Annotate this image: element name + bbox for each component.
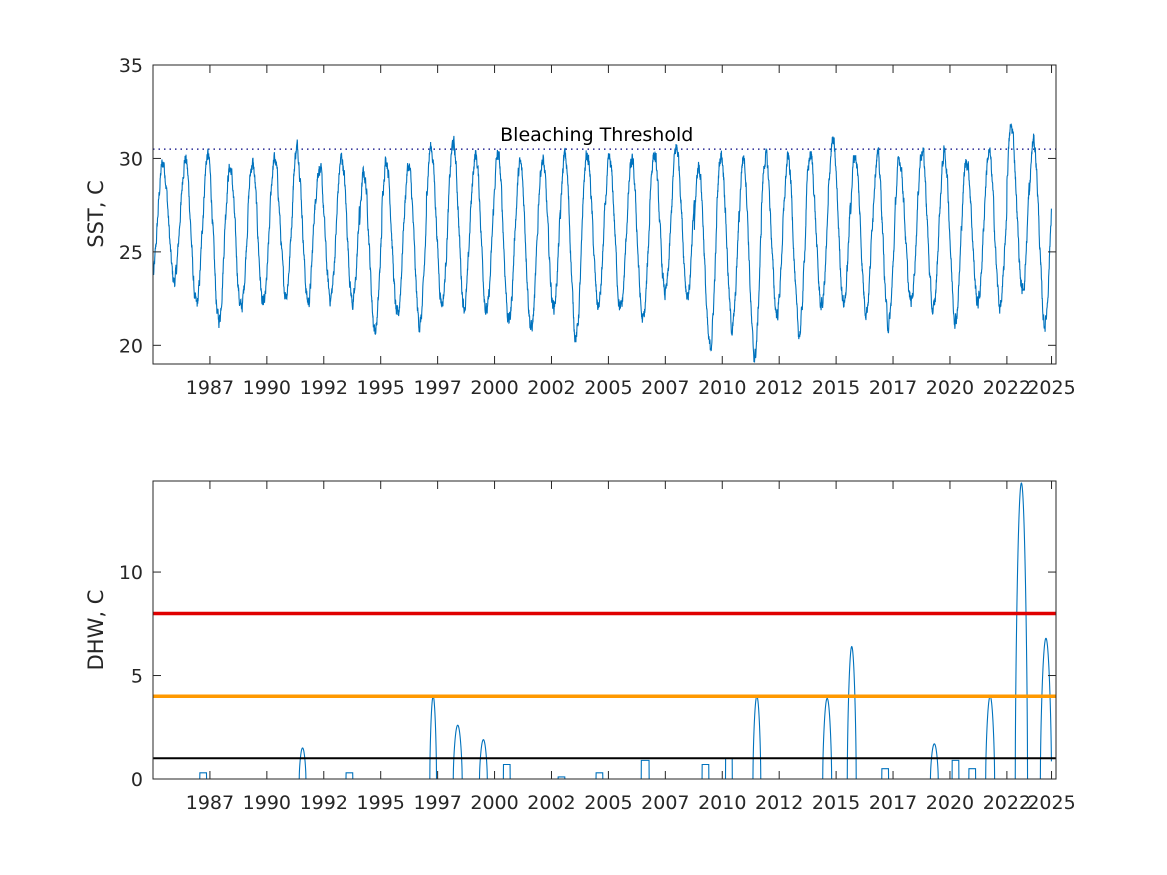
sst-x-tick-label: 1997 [413,377,461,399]
dhw-y-tick-label: 10 [119,562,143,584]
sst-axes-box [152,64,1057,365]
dhw-x-ticks: 1987 1990 1992 1995 1997 2000 2002 2005 2007 2010… [186,481,1076,814]
sst-y-tick-label: 30 [119,148,143,170]
dhw-x-tick-label: 1997 [413,792,461,814]
dhw-axes-box [152,480,1057,780]
sst-x-tick-label: 1995 [357,377,405,399]
dhw-x-tick-label: 2007 [641,792,689,814]
sst-x-tick-label: 2012 [755,377,803,399]
sst-x-tick-label: 2022 [983,377,1031,399]
sst-x-tick-label: 2017 [869,377,917,399]
dhw-reference-lines [153,611,1056,760]
sst-x-tick-label: 2010 [698,377,746,399]
bleaching-threshold-label: Bleaching Threshold [500,124,693,146]
dhw-x-tick-label: 1992 [300,792,348,814]
sst-x-tick-label: 2005 [584,377,632,399]
dhw-x-tick-label: 2025 [1027,792,1075,814]
sst-x-tick-label: 2007 [641,377,689,399]
dhw-x-tick-label: 2017 [869,792,917,814]
dhw-x-tick-label: 1995 [357,792,405,814]
sst-x-tick-label: 1990 [243,377,291,399]
sst-y-tick-label: 25 [119,242,143,264]
sst-x-ticks: 1987 1990 1992 1995 1997 2000 2002 2005 2007 2010… [186,65,1076,399]
sst-x-tick-label: 1987 [186,377,234,399]
dhw-panel: 0 5 10 1987 1990 1992 1995 1997 2000 2002 2005 200… [84,480,1076,814]
sst-y-axis-label: SST, C [84,180,108,248]
sst-y-ticks: 20 25 30 35 [119,55,1056,357]
sst-x-tick-label: 2025 [1027,377,1075,399]
dhw-x-tick-label: 1987 [186,792,234,814]
sst-x-tick-label: 2020 [926,377,974,399]
sst-series [152,123,1052,363]
sst-x-tick-label: 2015 [812,377,860,399]
dhw-y-tick-label: 5 [131,666,143,688]
sst-x-tick-label: 1992 [300,377,348,399]
sst-line [152,123,1052,363]
dhw-x-tick-label: 2005 [584,792,632,814]
dhw-x-tick-label: 2010 [698,792,746,814]
sst-x-tick-label: 2000 [470,377,518,399]
dhw-y-tick-label: 0 [131,769,143,791]
dhw-y-axis-label: DHW, C [84,590,108,671]
dhw-x-tick-label: 2000 [470,792,518,814]
dhw-x-tick-label: 2002 [527,792,575,814]
dhw-x-tick-label: 1990 [243,792,291,814]
dhw-plot-area [153,481,1056,779]
sst-y-tick-label: 35 [119,55,143,77]
sst-x-tick-label: 2002 [527,377,575,399]
dhw-x-tick-label: 2015 [812,792,860,814]
dhw-x-tick-label: 2012 [755,792,803,814]
dhw-y-ticks: 0 5 10 [119,562,1056,791]
dhw-x-tick-label: 2020 [926,792,974,814]
sst-y-tick-label: 20 [119,335,143,357]
dhw-x-tick-label: 2022 [983,792,1031,814]
